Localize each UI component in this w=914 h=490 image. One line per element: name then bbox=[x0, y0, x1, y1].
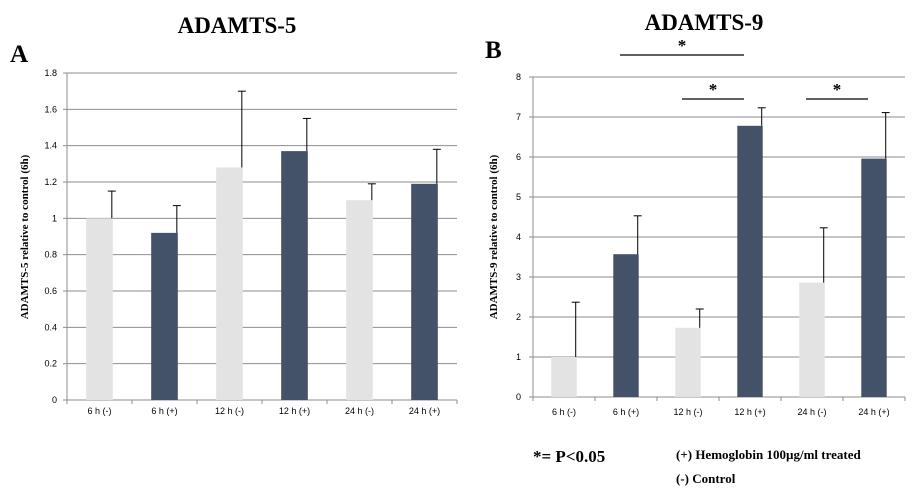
panel-b-bar bbox=[675, 327, 701, 397]
panel-a-bar bbox=[86, 218, 113, 400]
panel-a-y-axis-label: ADAMTS-5 relative to control (6h) bbox=[19, 154, 31, 319]
panel-b-y-tick-label: 7 bbox=[516, 112, 521, 122]
legend-treated: (+) Hemoglobin 100µg/ml treated bbox=[676, 447, 861, 462]
panel-b-y-axis-label: ADAMTS-9 relative to control (6h) bbox=[488, 154, 500, 319]
panel-a-bar bbox=[411, 183, 438, 400]
significance-star: * bbox=[709, 80, 718, 99]
panel-a-y-tick-label: 1.2 bbox=[44, 177, 57, 187]
panel-a-bar bbox=[151, 232, 178, 400]
panel-a-category-label: 6 h (+) bbox=[151, 406, 177, 416]
panel-b-category-label: 24 h (-) bbox=[797, 407, 826, 417]
panel-b-category-label: 12 h (-) bbox=[673, 407, 702, 417]
panel-a-y-tick-label: 1.8 bbox=[44, 68, 57, 78]
panel-b-bar bbox=[551, 357, 577, 397]
panel-a-bar bbox=[216, 167, 243, 400]
panel-a-bar bbox=[281, 151, 308, 400]
panel-b-bar bbox=[861, 158, 887, 397]
significance-star: * bbox=[678, 36, 687, 55]
panel-a-category-label: 12 h (+) bbox=[279, 406, 310, 416]
panel-b-y-tick-label: 0 bbox=[516, 392, 521, 402]
panel-a-y-tick-label: 0 bbox=[52, 395, 57, 405]
panel-a-y-tick-label: 0.8 bbox=[44, 250, 57, 260]
panel-b-letter: B bbox=[485, 37, 502, 64]
panel-b-category-label: 12 h (+) bbox=[734, 407, 765, 417]
panel-a-category-label: 24 h (+) bbox=[409, 406, 440, 416]
significance-star: * bbox=[833, 80, 842, 99]
legend-control: (-) Control bbox=[676, 471, 736, 486]
panel-b-plot: 0 1 2 3 4 5 6 7 8 6 h (-) 6 h (+) 12 h (-) 12 h (+) 2… bbox=[516, 36, 906, 417]
panel-b-bar bbox=[613, 254, 639, 397]
panel-b-category-label: 6 h (-) bbox=[552, 407, 576, 417]
panel-a-y-tick-label: 1 bbox=[52, 213, 57, 223]
panel-a-plot: 0 0.2 0.4 0.6 0.8 1 1.2 1.4 1.6 1.8 6 h (-) 6 h (+)… bbox=[44, 68, 458, 416]
panel-a-letter: A bbox=[10, 41, 28, 68]
panel-b-title: ADAMTS-9 bbox=[645, 10, 764, 35]
panel-b-y-tick-label: 5 bbox=[516, 192, 521, 202]
panel-b-y-tick-label: 2 bbox=[516, 312, 521, 322]
panel-b-category-label: 24 h (+) bbox=[858, 407, 889, 417]
panel-a-y-tick-label: 1.6 bbox=[44, 104, 57, 114]
panel-a-y-tick-label: 0.2 bbox=[44, 359, 57, 369]
panel-a-y-tick-label: 0.4 bbox=[44, 322, 57, 332]
panel-b-y-tick-label: 1 bbox=[516, 352, 521, 362]
panel-a-category-label: 6 h (-) bbox=[87, 406, 111, 416]
panel-a-title: ADAMTS-5 bbox=[178, 13, 297, 38]
panel-a-category-label: 24 h (-) bbox=[345, 406, 374, 416]
panel-b-y-tick-label: 3 bbox=[516, 272, 521, 282]
panel-a-category-label: 12 h (-) bbox=[215, 406, 244, 416]
panel-a-bar bbox=[346, 200, 373, 400]
panel-a-y-tick-label: 1.4 bbox=[44, 141, 57, 151]
panel-b-category-label: 6 h (+) bbox=[613, 407, 639, 417]
panel-b-y-tick-label: 4 bbox=[516, 232, 521, 242]
panel-b-bar bbox=[799, 282, 825, 397]
significance-note: *= P<0.05 bbox=[533, 447, 605, 466]
panel-b-y-tick-label: 6 bbox=[516, 152, 521, 162]
panel-b-bar bbox=[737, 125, 763, 398]
panel-b-y-tick-label: 8 bbox=[516, 72, 521, 82]
panel-a-y-tick-label: 0.6 bbox=[44, 286, 57, 296]
